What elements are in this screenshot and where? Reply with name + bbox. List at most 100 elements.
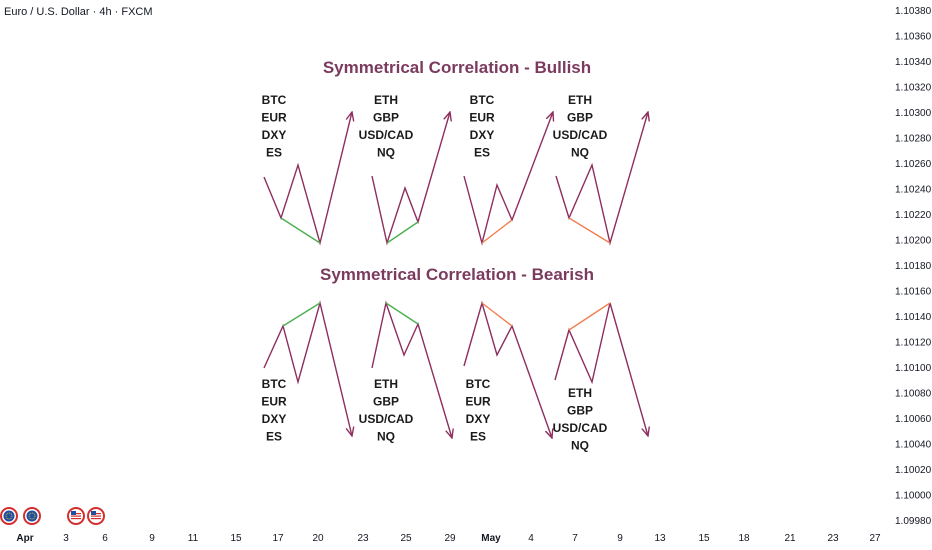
time-tick-label: 29 bbox=[444, 533, 456, 544]
price-tick-label: 1.10300 bbox=[895, 108, 932, 119]
price-tick-label: 1.10320 bbox=[895, 83, 932, 94]
asset-label: DXY bbox=[466, 412, 491, 426]
asset-label: GBP bbox=[567, 404, 593, 418]
time-tick-label: 17 bbox=[272, 533, 284, 544]
asset-label: USD/CAD bbox=[553, 128, 608, 142]
time-tick-label: May bbox=[481, 533, 501, 544]
us-flag-icon[interactable] bbox=[67, 507, 85, 525]
asset-label: EUR bbox=[469, 111, 495, 125]
pattern-line bbox=[371, 300, 452, 438]
time-tick-label: 18 bbox=[738, 533, 750, 544]
pattern-line bbox=[263, 112, 352, 246]
pattern-highlight-segment bbox=[568, 302, 611, 331]
pattern-line bbox=[263, 300, 352, 436]
pattern-line bbox=[463, 112, 553, 246]
pattern-line bbox=[555, 112, 648, 246]
pattern-highlight-segment bbox=[481, 219, 513, 244]
time-tick-label: 23 bbox=[827, 533, 839, 544]
asset-label: EUR bbox=[465, 395, 491, 409]
asset-label: BTC bbox=[262, 93, 287, 107]
time-axis: Apr 3 6 9 11 15 17 20 23 25 29 May 4 7 9 13 15 18 21 23 27 bbox=[16, 533, 881, 544]
price-tick-label: 1.10200 bbox=[895, 236, 932, 247]
time-tick-label: 4 bbox=[528, 533, 534, 544]
asset-label: BTC bbox=[466, 377, 491, 391]
asset-label: DXY bbox=[262, 412, 287, 426]
time-tick-label: 9 bbox=[617, 533, 623, 544]
time-tick-label: 25 bbox=[400, 533, 412, 544]
asset-label: ETH bbox=[374, 377, 398, 391]
asset-label: GBP bbox=[373, 111, 399, 125]
time-tick-label: 21 bbox=[784, 533, 796, 544]
asset-label: EUR bbox=[261, 111, 287, 125]
price-tick-label: 1.10080 bbox=[895, 389, 932, 400]
pattern-line bbox=[554, 302, 648, 436]
asset-label: ETH bbox=[568, 93, 592, 107]
pattern-highlight-segment bbox=[386, 221, 419, 244]
us-flag-icon[interactable] bbox=[87, 507, 105, 525]
time-tick-label: 9 bbox=[149, 533, 155, 544]
asset-label: USD/CAD bbox=[359, 412, 414, 426]
price-tick-label: 1.10160 bbox=[895, 287, 932, 298]
price-tick-label: 1.10040 bbox=[895, 440, 932, 451]
time-tick-label: 6 bbox=[102, 533, 108, 544]
time-tick-label: 23 bbox=[357, 533, 369, 544]
time-tick-label: 15 bbox=[230, 533, 242, 544]
symbol-title: Euro / U.S. Dollar · 4h · FXCM bbox=[4, 6, 153, 18]
price-tick-label: 1.10100 bbox=[895, 363, 932, 374]
price-tick-label: 1.10220 bbox=[895, 210, 932, 221]
asset-label: GBP bbox=[373, 395, 399, 409]
price-tick-label: 1.10180 bbox=[895, 261, 932, 272]
asset-label: USD/CAD bbox=[553, 421, 608, 435]
pattern-highlight-segment bbox=[282, 302, 321, 327]
price-tick-label: 1.10280 bbox=[895, 134, 932, 145]
time-tick-label: 20 bbox=[312, 533, 324, 544]
asset-label: ETH bbox=[568, 386, 592, 400]
asset-label: NQ bbox=[571, 439, 589, 453]
eu-flag-icon[interactable] bbox=[23, 507, 41, 525]
pattern-drawings bbox=[263, 112, 648, 438]
asset-labels: BTC EUR DXY ES ETH GBP USD/CAD NQ BTC EUR DXY ES ETH… bbox=[261, 93, 607, 453]
asset-label: NQ bbox=[571, 146, 589, 160]
asset-label: NQ bbox=[377, 146, 395, 160]
price-tick-label: 1.10020 bbox=[895, 465, 932, 476]
price-tick-label: 1.10060 bbox=[895, 414, 932, 425]
asset-label: ES bbox=[474, 146, 490, 160]
time-tick-label: 13 bbox=[654, 533, 666, 544]
asset-label: DXY bbox=[262, 128, 287, 142]
pattern-highlight-segment bbox=[568, 217, 611, 244]
time-tick-label: 7 bbox=[572, 533, 578, 544]
time-tick-label: 27 bbox=[869, 533, 881, 544]
bearish-title: Symmetrical Correlation - Bearish bbox=[320, 265, 594, 284]
pattern-highlight-segment bbox=[280, 217, 321, 244]
pattern-line bbox=[371, 112, 450, 246]
time-tick-label: Apr bbox=[16, 533, 33, 544]
time-tick-label: 3 bbox=[63, 533, 69, 544]
pattern-highlight-segment bbox=[481, 302, 513, 327]
time-tick-label: 11 bbox=[188, 533, 199, 544]
price-tick-label: 1.10380 bbox=[895, 6, 932, 17]
pattern-highlight-segment bbox=[385, 302, 419, 325]
event-flags[interactable] bbox=[0, 507, 105, 525]
price-tick-label: 1.09980 bbox=[895, 516, 932, 527]
price-tick-label: 1.10340 bbox=[895, 57, 932, 68]
asset-label: BTC bbox=[262, 377, 287, 391]
asset-label: BTC bbox=[470, 93, 495, 107]
asset-label: EUR bbox=[261, 395, 287, 409]
bullish-title: Symmetrical Correlation - Bullish bbox=[323, 58, 591, 77]
eu-flag-icon[interactable] bbox=[0, 507, 18, 525]
price-axis: 1.10380 1.10360 1.10340 1.10320 1.10300 1.102… bbox=[895, 6, 932, 527]
asset-label: ES bbox=[266, 146, 282, 160]
price-tick-label: 1.10240 bbox=[895, 185, 932, 196]
price-tick-label: 1.10000 bbox=[895, 491, 932, 502]
price-tick-label: 1.10120 bbox=[895, 338, 932, 349]
asset-label: ES bbox=[470, 430, 486, 444]
time-tick-label: 15 bbox=[698, 533, 710, 544]
asset-label: GBP bbox=[567, 111, 593, 125]
pattern-line bbox=[463, 300, 552, 438]
asset-label: ETH bbox=[374, 93, 398, 107]
asset-label: USD/CAD bbox=[359, 128, 414, 142]
price-tick-label: 1.10140 bbox=[895, 312, 932, 323]
asset-label: ES bbox=[266, 430, 282, 444]
asset-label: DXY bbox=[470, 128, 495, 142]
